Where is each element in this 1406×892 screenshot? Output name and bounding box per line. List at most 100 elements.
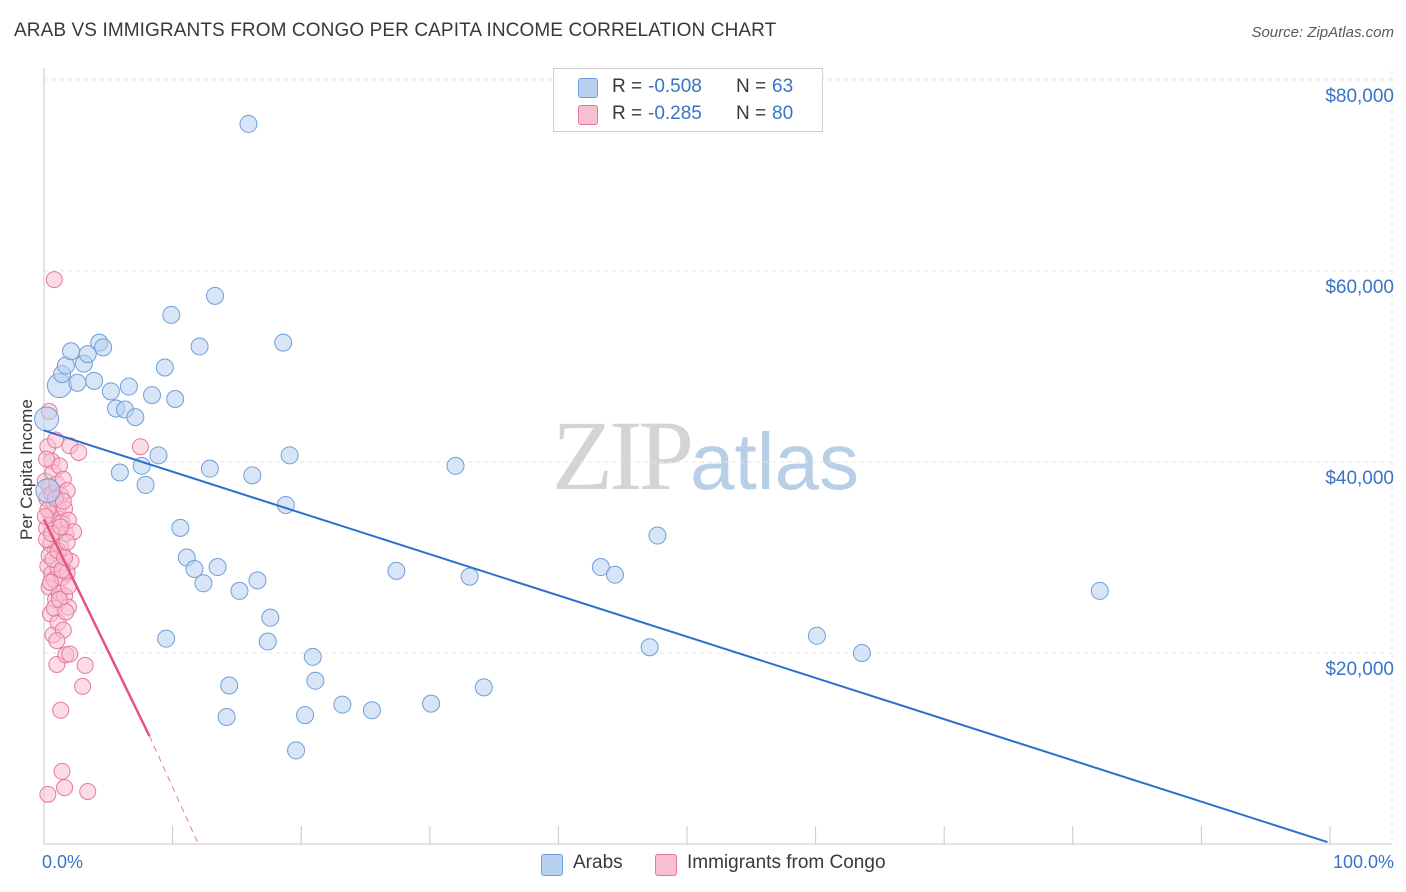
arab-point [261,608,280,627]
y-tick-label: $40,000 [1325,468,1394,489]
r-label: R = [612,76,643,97]
n-label: N = [736,103,767,124]
congo-point [74,677,92,695]
watermark-zip: ZIP [552,400,694,511]
legend-label: Arabs [573,852,623,873]
congo-point [70,443,88,461]
congo-point [38,450,56,468]
stats-legend: R = -0.508 N = 63 R = -0.285 N = 80 [553,68,823,132]
chart-title: ARAB VS IMMIGRANTS FROM CONGO PER CAPITA… [14,20,777,41]
arab-point [119,377,138,396]
congo-trend-extension [148,735,199,845]
arab-points [34,114,1109,760]
congo-point [56,779,74,797]
trend-lines [42,429,1328,845]
arab-point [248,571,267,590]
x-tick-label-max: 100.0% [1332,852,1394,872]
arab-point [136,475,155,494]
x-tick-label-min: 0.0% [42,852,84,872]
legend-label: Immigrants from Congo [687,852,886,873]
congo-point [57,603,75,621]
arab-point [110,463,129,482]
arab-point [1090,581,1109,600]
grid-layer [44,70,1393,844]
arab-point [155,358,174,377]
y-tick-label: $60,000 [1325,277,1394,298]
arab-point [132,456,151,475]
arab-point [852,644,871,662]
n-value: 80 [772,103,794,124]
arab-point [171,518,190,537]
congo-point [53,762,71,780]
congo-swatch [578,105,598,125]
arab-point [422,694,441,713]
r-value: -0.285 [648,103,702,124]
arab-point [258,632,277,651]
arab-point [34,406,60,432]
r-label: R = [612,103,643,124]
arab-point [126,408,145,427]
arab-point [157,629,176,648]
congo-point [58,533,76,551]
arab-point [200,459,219,478]
arab-trend-line [43,429,1328,844]
arab-point [306,671,325,690]
arab-point [640,638,659,657]
n-value: 63 [772,76,794,97]
congo-point [54,492,72,510]
congo-point [61,645,79,663]
arab-point [280,446,299,465]
r-value: -0.508 [648,76,702,97]
arab-point [460,567,479,586]
arab-point [62,342,81,361]
arab-point [194,574,213,593]
congo-point [76,656,94,674]
arab-point [807,626,826,645]
arab-point [287,741,306,760]
arab-point [220,676,239,695]
source-label: Source: ZipAtlas.com [1251,24,1394,41]
y-tick-label: $20,000 [1325,659,1394,680]
arab-point [94,338,113,357]
arab-point [591,558,610,577]
congo-point [41,573,59,591]
arab-point [101,382,120,401]
congo-point [45,271,63,289]
congo-point [131,438,149,456]
arab-point [446,456,465,475]
arab-point [35,478,61,504]
y-axis-label: Per Capita Income [17,399,36,540]
arabs-legend-swatch [541,854,563,876]
arab-point [474,678,493,697]
arab-point [185,559,204,578]
arab-point [78,345,97,364]
arab-point [303,647,322,666]
congo-trend-line [42,518,151,737]
arab-point [143,386,162,405]
arab-point [162,305,181,324]
arabs-swatch [578,78,598,98]
y-tick-label: $80,000 [1325,86,1394,107]
congo-legend-swatch [655,854,677,876]
congo-point [48,632,66,650]
arab-point [149,446,168,465]
congo-point [52,518,70,536]
n-label: N = [736,76,767,97]
arab-point [605,565,624,584]
arab-point [230,581,249,600]
arab-point [190,337,209,356]
arab-point [85,371,104,390]
arab-point [387,561,406,580]
arab-point [362,701,381,720]
arab-point [274,333,293,352]
arab-point [296,706,315,725]
axis-layer [43,68,1392,845]
arab-point [239,114,258,133]
congo-point [52,701,70,719]
arab-point [206,286,225,305]
arab-point [243,466,262,485]
arab-point [333,695,352,714]
arab-point [208,558,227,577]
arab-point [166,389,185,408]
